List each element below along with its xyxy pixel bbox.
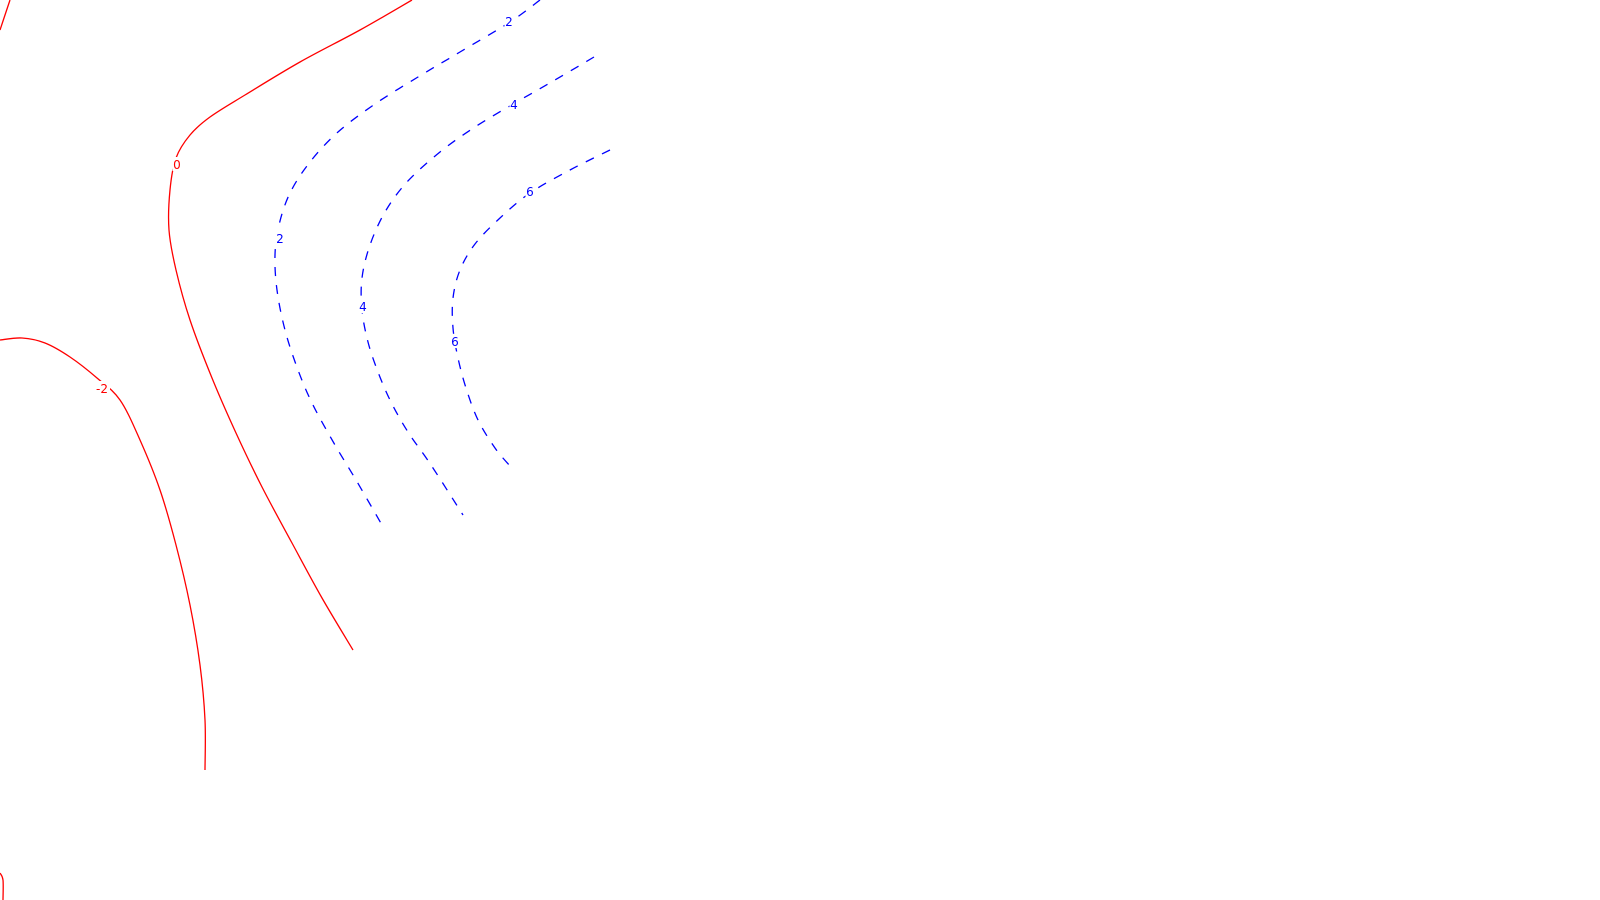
contour-label-bg: [358, 299, 368, 313]
contour-label-bg: [504, 14, 514, 28]
contour-line-0-seg0: [0, 0, 11, 31]
contour-line-2-seg0: [274, 0, 541, 526]
contour-label-4-1: 4: [359, 300, 367, 314]
contour-label-bg: [525, 184, 535, 198]
contour-line-0-seg1: [167, 0, 413, 651]
contour-label-bg: [172, 157, 182, 171]
contour-label-2-0: 2: [505, 15, 513, 29]
contour-level-4: 44: [358, 56, 595, 516]
contour-level-0: 0: [0, 0, 413, 651]
contour-line-4-seg0: [360, 56, 595, 516]
contour-level-6: 66: [450, 149, 611, 467]
contour-label-6-1: 6: [451, 335, 459, 349]
contour-label-bg: [94, 381, 110, 395]
contour-label-bg: [450, 334, 460, 348]
contour-level-neg2: -2: [0, 337, 207, 900]
contour-label-bg: [509, 97, 519, 111]
contour-label-2-1: 2: [276, 232, 284, 246]
contour-line-neg2-seg0: [0, 337, 207, 771]
contour-label-4-0: 4: [510, 98, 518, 112]
contour-label-neg2-0: -2: [96, 382, 108, 396]
contour-line-neg2-seg1: [0, 872, 4, 900]
contour-label-0-0: 0: [173, 158, 181, 172]
contour-level-2: 22: [274, 0, 541, 526]
contour-label-bg: [275, 231, 285, 245]
contour-label-6-0: 6: [526, 185, 534, 199]
